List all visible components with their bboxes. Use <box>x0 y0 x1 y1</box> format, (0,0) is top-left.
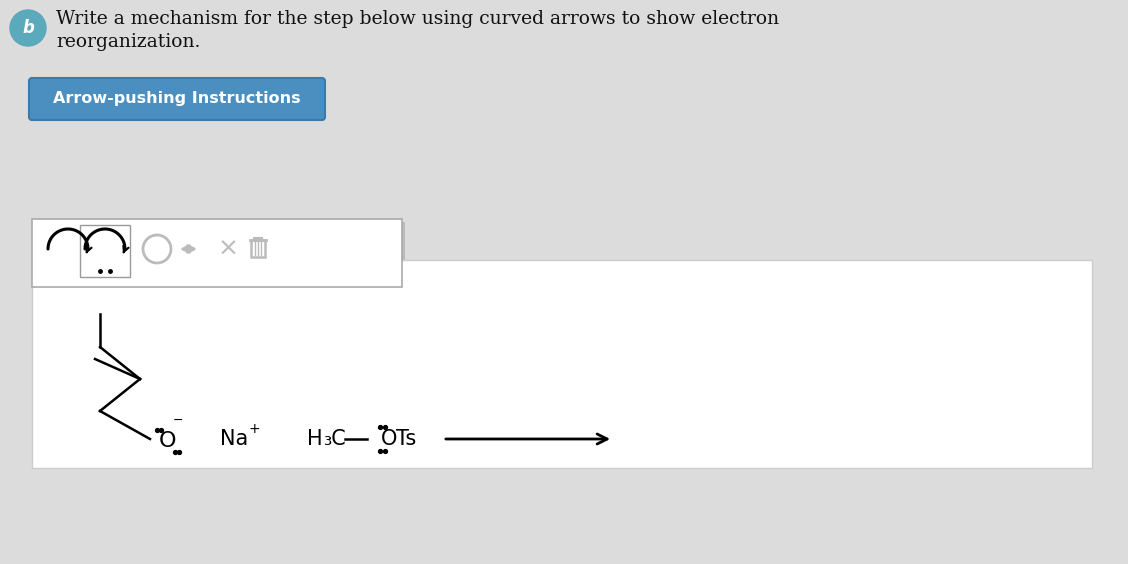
FancyBboxPatch shape <box>35 222 405 290</box>
Text: Na: Na <box>220 429 248 449</box>
FancyBboxPatch shape <box>80 225 130 277</box>
Text: −: − <box>173 414 183 427</box>
Text: ×: × <box>218 237 238 261</box>
Text: Ts: Ts <box>396 429 416 449</box>
Text: O: O <box>159 431 177 451</box>
Text: Arrow-pushing Instructions: Arrow-pushing Instructions <box>53 91 301 107</box>
Text: reorganization.: reorganization. <box>56 33 201 51</box>
Circle shape <box>10 10 46 46</box>
FancyBboxPatch shape <box>32 260 1092 468</box>
Text: +: + <box>248 422 259 436</box>
Text: H: H <box>307 429 323 449</box>
Text: b: b <box>23 19 34 37</box>
FancyBboxPatch shape <box>29 78 325 120</box>
Text: O: O <box>381 429 397 449</box>
Text: Write a mechanism for the step below using curved arrows to show electron: Write a mechanism for the step below usi… <box>56 10 779 28</box>
FancyBboxPatch shape <box>32 219 402 287</box>
Text: ₃C: ₃C <box>323 429 346 449</box>
